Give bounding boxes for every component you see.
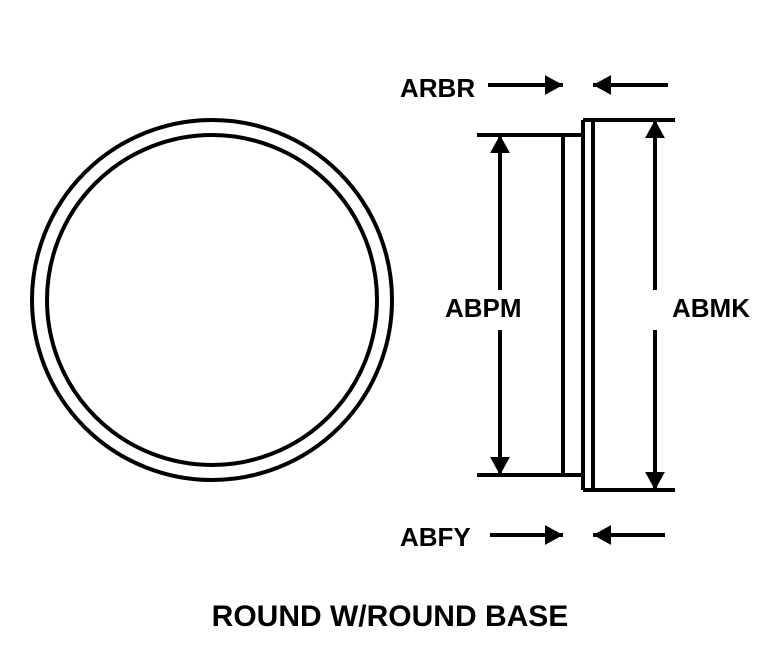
label-abfy: ABFY (400, 522, 471, 553)
diagram-canvas (0, 0, 780, 667)
label-abpm: ABPM (445, 293, 522, 324)
label-arbr: ARBR (400, 73, 475, 104)
label-abmk: ABMK (672, 293, 750, 324)
caption: ROUND W/ROUND BASE (0, 600, 780, 634)
